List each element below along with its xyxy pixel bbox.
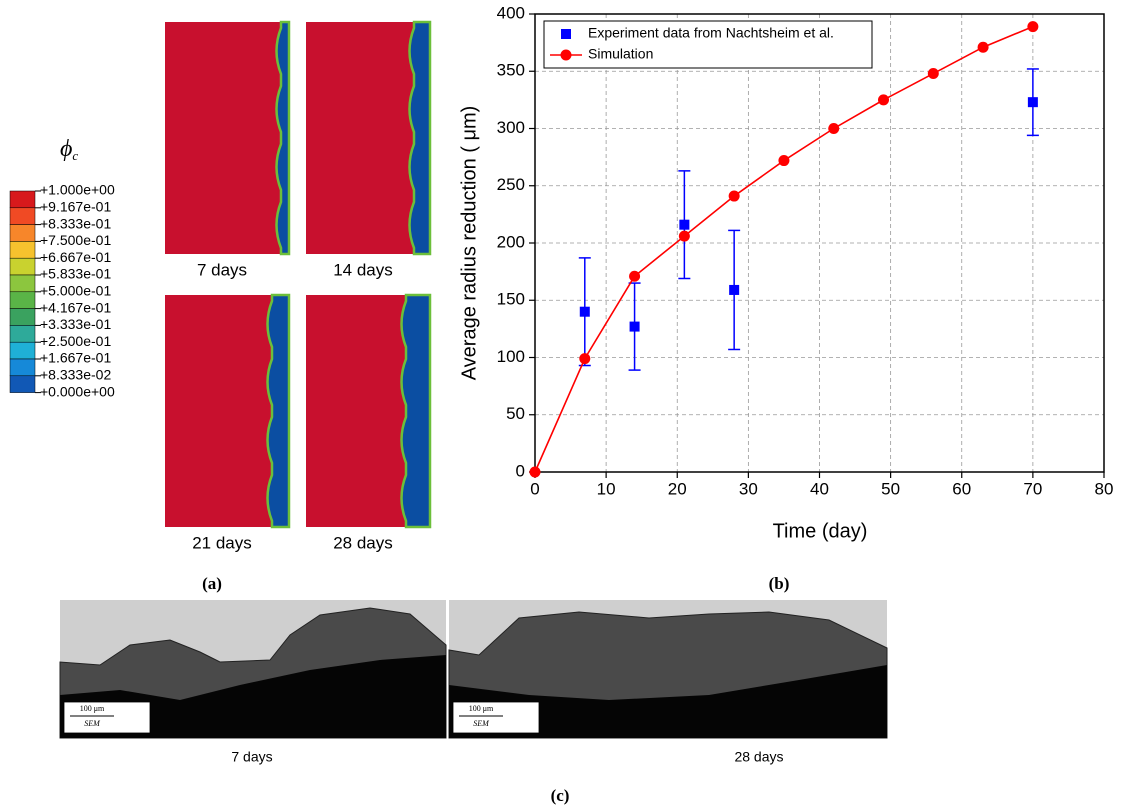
y-tick-label: 250: [497, 175, 525, 194]
scale-caption: SEM: [473, 719, 490, 728]
color-band: [9, 274, 36, 293]
scale-bar: 100 μm SEM: [63, 701, 151, 734]
marker: [678, 230, 690, 242]
y-axis-title: Average radius reduction ( μm): [458, 106, 480, 381]
legend-label: +2.500e-01: [40, 333, 111, 349]
y-tick-label: 400: [497, 3, 525, 22]
legend-label: +9.167e-01: [40, 199, 111, 215]
legend-label: +0.000e+00: [40, 383, 115, 399]
color-band: [9, 375, 36, 393]
color-band: [9, 341, 36, 360]
corroded-region: [266, 293, 291, 529]
scale-bar: 100 μm SEM: [452, 701, 540, 734]
legend-label: +5.000e-01: [40, 283, 111, 299]
image-caption: 14 days: [333, 260, 393, 279]
legend-label: +3.333e-01: [40, 316, 111, 332]
marker: [1027, 21, 1039, 33]
color-band: [9, 325, 36, 343]
legend-label: +8.333e-02: [40, 367, 111, 383]
scale-box: [63, 701, 151, 734]
corroded-region: [408, 20, 432, 256]
x-tick-label: 0: [530, 479, 539, 498]
scale-label: 100 μm: [469, 704, 494, 713]
marker: [778, 155, 790, 167]
panel-label: (a): [202, 574, 222, 593]
legend-box: [543, 20, 873, 69]
color-band: [9, 308, 36, 326]
y-tick-label: 0: [516, 461, 525, 480]
x-tick-label: 60: [952, 479, 971, 498]
marker: [878, 94, 890, 106]
marker: [729, 284, 740, 295]
marker: [629, 270, 641, 282]
x-axis-title: Time (day): [773, 520, 868, 542]
marker: [728, 190, 740, 202]
legend-title-symbol: ϕ: [60, 136, 72, 162]
image-caption: 21 days: [192, 533, 252, 552]
marker: [679, 219, 690, 230]
x-tick-label: 10: [597, 479, 616, 498]
legend-label: +5.833e-01: [40, 266, 111, 282]
scale-label: 100 μm: [80, 704, 105, 713]
color-band: [9, 224, 36, 242]
x-tick-label: 80: [1095, 479, 1114, 498]
legend-label: +1.667e-01: [40, 350, 111, 366]
panel-label: (c): [551, 786, 570, 805]
color-band: [9, 257, 36, 276]
image-caption: 28 days: [333, 533, 393, 552]
marker: [629, 321, 640, 332]
x-tick-label: 30: [739, 479, 758, 498]
marker: [579, 306, 590, 317]
color-band: [9, 207, 36, 225]
y-tick-label: 300: [497, 118, 525, 137]
y-tick-label: 50: [506, 404, 525, 423]
legend-title: ϕc: [60, 136, 78, 163]
corroded-region: [400, 293, 432, 529]
legend-label: Simulation: [588, 46, 653, 62]
corroded-region: [275, 20, 291, 256]
y-tick-label: 150: [497, 290, 525, 309]
series-line: [534, 25, 1034, 473]
color-band: [9, 358, 36, 377]
legend-label: +6.667e-01: [40, 249, 111, 265]
marker: [579, 353, 591, 365]
marker: [977, 41, 989, 53]
panel-label: (b): [769, 574, 790, 593]
plot-frame: [534, 13, 1105, 473]
color-band: [9, 241, 36, 259]
x-tick-label: 20: [668, 479, 687, 498]
legend-label: +4.167e-01: [40, 299, 111, 315]
legend-swatch: [561, 29, 571, 39]
x-tick-label: 40: [810, 479, 829, 498]
color-band: [9, 291, 36, 309]
scale-box: [452, 701, 540, 734]
legend-label: Experiment data from Nachtsheim et al.: [588, 25, 834, 41]
marker: [927, 68, 939, 80]
legend-label: +1.000e+00: [40, 182, 115, 198]
image-caption: 7 days: [231, 749, 272, 765]
legend-title-subscript: c: [72, 148, 78, 163]
color-band: [9, 190, 36, 209]
legend-label: +7.500e-01: [40, 232, 111, 248]
image-caption: 28 days: [734, 749, 783, 765]
marker: [529, 466, 541, 478]
sem-metal: [60, 655, 446, 738]
y-tick-label: 100: [497, 347, 525, 366]
sem-metal: [449, 665, 887, 738]
legend-label: +8.333e-01: [40, 215, 111, 231]
image-caption: 7 days: [197, 260, 247, 279]
contour-image: [165, 22, 289, 254]
legend-swatch: [560, 49, 572, 61]
scale-caption: SEM: [84, 719, 101, 728]
x-tick-label: 70: [1023, 479, 1042, 498]
y-tick-label: 200: [497, 232, 525, 251]
marker: [1027, 97, 1038, 108]
y-tick-label: 350: [497, 61, 525, 80]
marker: [828, 123, 840, 134]
x-tick-label: 50: [881, 479, 900, 498]
